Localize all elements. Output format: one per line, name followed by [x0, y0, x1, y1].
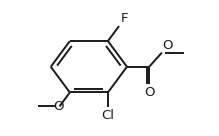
Text: F: F	[121, 13, 128, 25]
Text: O: O	[163, 39, 173, 52]
Text: O: O	[53, 100, 64, 113]
Text: Cl: Cl	[101, 109, 114, 122]
Text: O: O	[145, 86, 155, 99]
